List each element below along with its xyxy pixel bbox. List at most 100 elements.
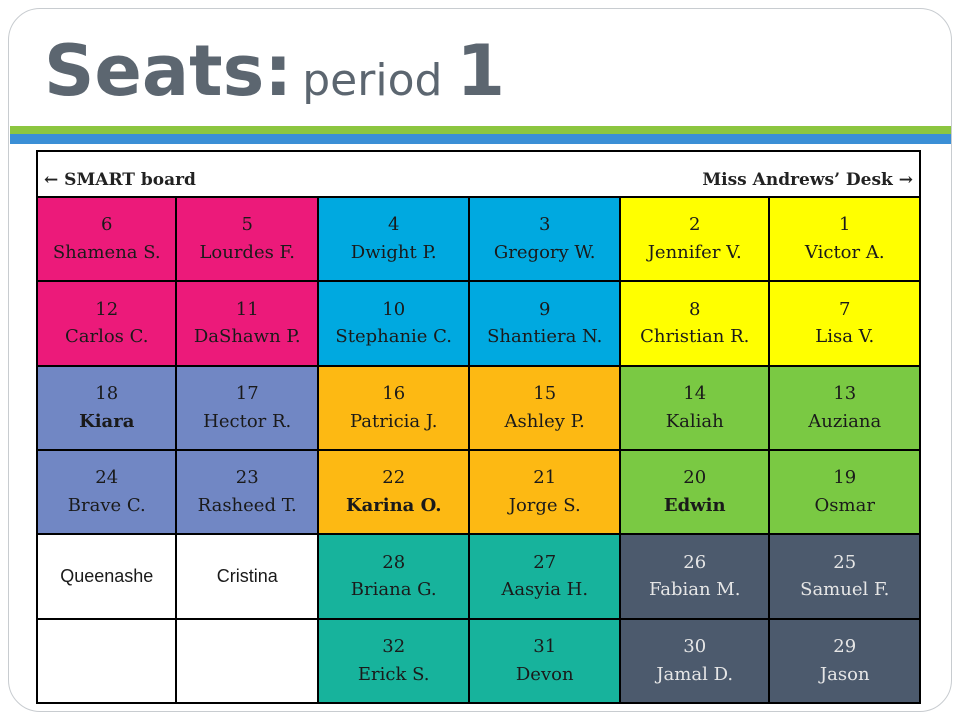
seat-number: 29 <box>833 635 857 657</box>
seat-number: 12 <box>95 298 119 320</box>
student-name: Victor A. <box>804 242 885 264</box>
seat-number: 10 <box>382 298 406 320</box>
seat-number: 22 <box>382 467 406 489</box>
seat-number: 1 <box>839 214 851 236</box>
seat-cell: 29 Jason <box>770 619 919 702</box>
seat-number: 27 <box>533 551 557 573</box>
student-name: Dwight P. <box>350 242 437 264</box>
student-name: Karina O. <box>345 495 442 517</box>
seat-number: 6 <box>101 214 113 236</box>
seat-number: 4 <box>387 214 400 236</box>
seat-cell: 22 Karina O. <box>318 451 469 534</box>
student-name: Briana G. <box>350 579 437 601</box>
student-name: Auziana <box>808 410 882 432</box>
seat-number: 15 <box>533 382 557 404</box>
student-name: Jamal D. <box>656 663 734 685</box>
seat-cell: 2 Jennifer V. <box>620 198 769 281</box>
seat-cell: 11 DaShawn P. <box>177 282 317 365</box>
seat-cell: 26 Fabian M. <box>620 535 769 618</box>
accent-bar-green <box>10 126 951 134</box>
accent-bar-blue <box>10 134 951 144</box>
smart-board-label: ← SMART board <box>44 170 196 190</box>
seat-cell: 21 Jorge S. <box>470 451 619 534</box>
seat-number: 17 <box>235 382 259 404</box>
seat-number: 24 <box>95 467 119 489</box>
student-name: Shantiera N. <box>487 326 603 348</box>
seat-cell: 20 Edwin <box>620 451 769 534</box>
student-name: Brave C. <box>67 495 146 517</box>
seat-cell: 31 Devon <box>470 619 619 702</box>
seat-cell: 28 Briana G. <box>318 535 469 618</box>
student-name: Lourdes F. <box>199 242 295 264</box>
student-name: Ashley P. <box>504 410 585 432</box>
seat-number: 9 <box>538 298 551 320</box>
seat-number: 23 <box>235 467 259 489</box>
student-name: Kiara <box>79 410 135 432</box>
student-name: DaShawn P. <box>193 326 301 348</box>
seat-cell: 3 Gregory W. <box>470 198 619 281</box>
seat-cell: 13 Auziana <box>770 366 919 449</box>
student-name: Fabian M. <box>648 579 741 601</box>
teacher-desk-label: Miss Andrews’ Desk → <box>702 170 913 190</box>
title-sub: period <box>302 55 443 106</box>
title-number: 1 <box>456 30 506 112</box>
seat-cell: 17 Hector R. <box>177 366 317 449</box>
seating-header: ← SMART board Miss Andrews’ Desk → <box>38 152 919 196</box>
seat-cell: Queenashe <box>38 535 176 618</box>
student-name: Jason <box>819 663 870 685</box>
seat-cell: 19 Osmar <box>770 451 919 534</box>
seat-number: 21 <box>533 467 557 489</box>
seat-number: 2 <box>689 214 701 236</box>
seat-cell: 27 Aasyia H. <box>470 535 619 618</box>
seat-number: 32 <box>382 635 406 657</box>
seat-number: 16 <box>382 382 406 404</box>
seat-cell: 7 Lisa V. <box>770 282 919 365</box>
student-name: Jorge S. <box>508 495 581 517</box>
seat-number: 20 <box>683 467 707 489</box>
student-name: Stephanie C. <box>335 326 453 348</box>
seat-number: 31 <box>533 635 557 657</box>
student-name: Gregory W. <box>493 242 596 264</box>
seat-cell: 5 Lourdes F. <box>177 198 317 281</box>
seat-cell: 32 Erick S. <box>318 619 469 702</box>
student-name: Carlos C. <box>64 326 149 348</box>
student-name: Shamena S. <box>52 242 161 264</box>
seat-cell: 15 Ashley P. <box>470 366 619 449</box>
student-name: Samuel F. <box>800 579 890 601</box>
student-name: Osmar <box>814 495 875 517</box>
seat-number: 18 <box>95 382 119 404</box>
seat-number: 25 <box>833 551 857 573</box>
seat-grid: 6 Shamena S. 5 Lourdes F. 4 Dwight P. 3 Gregory… <box>38 198 919 702</box>
student-name: Patricia J. <box>349 410 438 432</box>
seat-number: 19 <box>833 467 857 489</box>
seat-cell: 16 Patricia J. <box>318 366 469 449</box>
student-name: Queenashe <box>60 565 154 586</box>
seat-cell: 8 Christian R. <box>620 282 769 365</box>
student-name: Rasheed T. <box>197 495 297 517</box>
seat-cell: 12 Carlos C. <box>38 282 176 365</box>
seat-number: 28 <box>382 551 406 573</box>
student-name: Hector R. <box>203 410 292 432</box>
title-main: Seats: <box>44 30 293 112</box>
seat-cell <box>177 619 317 702</box>
seat-number: 13 <box>833 382 857 404</box>
seat-cell: 6 Shamena S. <box>38 198 176 281</box>
seat-cell: 1 Victor A. <box>770 198 919 281</box>
seat-cell: 9 Shantiera N. <box>470 282 619 365</box>
seat-number: 14 <box>683 382 707 404</box>
student-name: Jennifer V. <box>647 242 742 264</box>
seat-cell: 24 Brave C. <box>38 451 176 534</box>
seat-number: 8 <box>689 298 701 320</box>
seat-cell: 30 Jamal D. <box>620 619 769 702</box>
seat-cell: 10 Stephanie C. <box>318 282 469 365</box>
student-name: Devon <box>515 663 574 685</box>
seat-number: 11 <box>235 298 259 320</box>
seat-number: 5 <box>241 214 253 236</box>
seat-cell: Cristina <box>177 535 317 618</box>
student-name: Christian R. <box>640 326 750 348</box>
student-name: Edwin <box>663 495 726 517</box>
seat-cell: 25 Samuel F. <box>770 535 919 618</box>
seat-cell: 23 Rasheed T. <box>177 451 317 534</box>
student-name: Cristina <box>216 565 278 586</box>
page-title: Seats: period 1 <box>44 36 505 106</box>
